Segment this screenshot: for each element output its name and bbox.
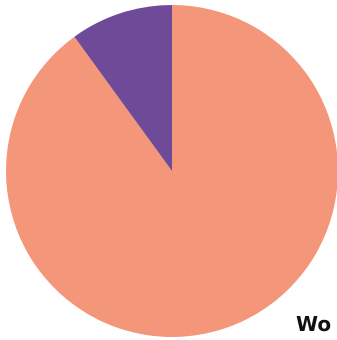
truncated-label: Wo — [296, 312, 332, 336]
pie-slice-1 — [6, 5, 337, 337]
pie-slice-2 — [74, 5, 172, 171]
